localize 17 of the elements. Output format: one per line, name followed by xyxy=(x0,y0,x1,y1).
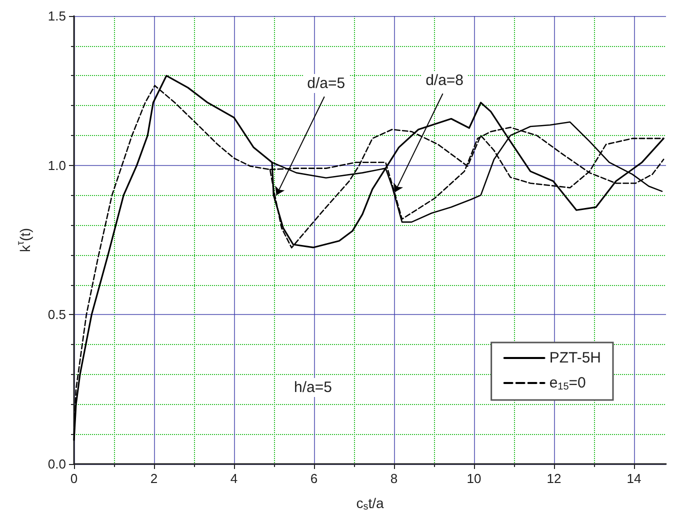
annotation: h/a=5 xyxy=(294,379,332,396)
y-tick-label: 1.5 xyxy=(48,8,66,24)
y-tick-label: 0.0 xyxy=(48,456,66,472)
x-tick-label: 6 xyxy=(310,471,318,486)
x-tick-label: 4 xyxy=(230,471,238,486)
x-tick-label: 14 xyxy=(626,471,642,486)
y-tick-label: 0.5 xyxy=(48,307,66,322)
annotation: d/a=5 xyxy=(307,75,346,92)
x-tick-label: 8 xyxy=(390,471,398,486)
x-tick-label: 12 xyxy=(546,471,562,486)
y-tick-label: 1.0 xyxy=(48,158,66,173)
legend-label: PZT-5H xyxy=(549,350,602,366)
x-tick-label: 10 xyxy=(466,471,482,486)
y-axis-title: kτ(t) xyxy=(16,228,33,252)
x-tick-label: 0 xyxy=(70,471,78,486)
x-tick-label: 2 xyxy=(150,471,158,486)
annotation: d/a=8 xyxy=(426,72,464,90)
